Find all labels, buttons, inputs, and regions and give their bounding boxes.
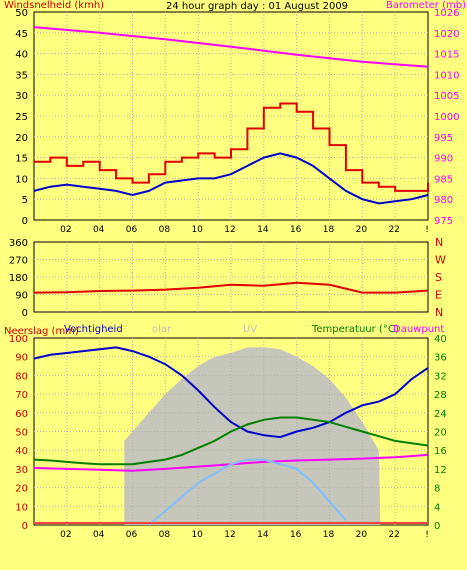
y-left-tick-label: 90 bbox=[15, 353, 28, 364]
legend-label: Temperatuur (°C) bbox=[311, 324, 399, 335]
y-right-tick-label: 36 bbox=[434, 353, 447, 364]
y-left-tick-label: 5 bbox=[22, 195, 28, 206]
y-right-tick-label: 980 bbox=[434, 195, 453, 206]
y-right-tick-label: 8 bbox=[434, 484, 440, 495]
y-left-tick-label: 40 bbox=[15, 446, 28, 457]
y-right-tick-label: 1000 bbox=[434, 112, 459, 123]
x-tick-label-top: 14 bbox=[257, 225, 269, 235]
left-axis-label: Neerslag (mm) bbox=[4, 326, 79, 337]
y-left-tick-label: 100 bbox=[9, 334, 28, 345]
series-line bbox=[33, 416, 429, 466]
x-tick-label-bottom: 14 bbox=[257, 530, 269, 540]
x-tick-label-top: 18 bbox=[323, 225, 335, 235]
x-tick-label-bottom: 12 bbox=[224, 530, 235, 540]
y-left-tick-label: 360 bbox=[9, 238, 28, 249]
y-left-tick-label: 10 bbox=[15, 502, 28, 513]
direction-letter: W bbox=[435, 254, 446, 267]
y-right-tick-label: 1005 bbox=[434, 91, 459, 102]
x-tick-label-bottom: 20 bbox=[356, 530, 368, 540]
y-right-tick-label: 24 bbox=[434, 409, 447, 420]
y-left-tick-label: 10 bbox=[15, 174, 28, 185]
x-tick-label-bottom: 06 bbox=[126, 530, 138, 540]
y-left-tick-label: 30 bbox=[15, 91, 28, 102]
series-line bbox=[33, 26, 429, 68]
x-tick-label-top: 08 bbox=[159, 225, 171, 235]
y-right-tick-label: 40 bbox=[434, 334, 447, 345]
y-right-tick-label: 990 bbox=[434, 154, 453, 165]
y-right-tick-label: 995 bbox=[434, 133, 453, 144]
x-tick-label-bottom: 10 bbox=[191, 530, 203, 540]
x-tick-label-bottom: 18 bbox=[323, 530, 335, 540]
y-left-tick-label: 50 bbox=[15, 428, 28, 439]
y-left-tick-label: 270 bbox=[9, 256, 28, 267]
series-line bbox=[34, 102, 429, 192]
y-right-tick-label: 985 bbox=[434, 174, 453, 185]
x-tick-label-top: 16 bbox=[290, 225, 302, 235]
y-left-tick-label: 40 bbox=[15, 50, 28, 61]
right-axis-label: Barometer (mb) bbox=[386, 0, 466, 11]
x-tick-label-top: 22 bbox=[388, 225, 399, 235]
y-right-tick-label: 1015 bbox=[434, 50, 459, 61]
direction-letter: E bbox=[435, 289, 442, 302]
x-tick-label-bottom: ! bbox=[425, 530, 429, 540]
y-left-tick-label: 20 bbox=[15, 133, 28, 144]
legend-label: UV bbox=[243, 324, 257, 335]
x-tick-label-bottom: 16 bbox=[290, 530, 302, 540]
y-right-tick-label: 12 bbox=[434, 465, 447, 476]
y-left-tick-label: 15 bbox=[15, 154, 28, 165]
chart-title: 24 hour graph day : 01 August 2009 bbox=[166, 1, 348, 12]
y-right-tick-label: 4 bbox=[434, 502, 440, 513]
left-axis-label: Windsnelheid (kmh) bbox=[4, 0, 104, 11]
y-left-tick-label: 35 bbox=[15, 70, 28, 81]
x-tick-label-bottom: 04 bbox=[93, 530, 105, 540]
y-left-tick-label: 30 bbox=[15, 465, 28, 476]
y-left-tick-label: 180 bbox=[9, 273, 28, 284]
x-tick-label-top: 04 bbox=[93, 225, 105, 235]
y-right-tick-label: 16 bbox=[434, 446, 447, 457]
y-left-tick-label: 70 bbox=[15, 390, 28, 401]
legend-label: Dauwpunt bbox=[393, 324, 444, 335]
y-right-tick-label: 975 bbox=[434, 216, 453, 227]
y-right-tick-label: 1020 bbox=[434, 29, 459, 40]
series-line bbox=[148, 458, 347, 526]
x-tick-label-top: 06 bbox=[126, 225, 138, 235]
series-line bbox=[33, 152, 429, 205]
y-left-tick-label: 0 bbox=[22, 521, 28, 532]
x-tick-label-bottom: 22 bbox=[388, 530, 399, 540]
y-right-tick-label: 1026 bbox=[434, 8, 459, 19]
y-left-tick-label: 45 bbox=[15, 29, 28, 40]
y-left-tick-label: 20 bbox=[15, 484, 28, 495]
direction-letter: N bbox=[435, 236, 443, 249]
y-left-tick-label: 90 bbox=[15, 291, 28, 302]
y-left-tick-label: 0 bbox=[22, 308, 28, 319]
y-left-tick-label: 50 bbox=[15, 8, 28, 19]
y-right-tick-label: 32 bbox=[434, 371, 447, 382]
y-right-tick-label: 1010 bbox=[434, 70, 459, 81]
x-tick-label-top: 12 bbox=[224, 225, 235, 235]
series-line bbox=[33, 281, 429, 294]
y-right-tick-label: 0 bbox=[434, 521, 440, 532]
series-line bbox=[33, 346, 429, 439]
series-area bbox=[34, 347, 428, 525]
plot-frame bbox=[33, 241, 429, 313]
x-tick-label-top: 10 bbox=[191, 225, 203, 235]
y-left-tick-label: 0 bbox=[22, 216, 28, 227]
x-tick-label-top: 02 bbox=[60, 225, 71, 235]
legend-label: Vochtigheid bbox=[64, 324, 123, 335]
y-left-tick-label: 80 bbox=[15, 371, 28, 382]
x-tick-label-top: 20 bbox=[356, 225, 368, 235]
direction-letter: S bbox=[435, 271, 442, 284]
x-tick-label-bottom: 08 bbox=[159, 530, 171, 540]
y-right-tick-label: 20 bbox=[434, 428, 447, 439]
y-right-tick-label: 28 bbox=[434, 390, 447, 401]
x-tick-label-bottom: 02 bbox=[60, 530, 71, 540]
x-tick-label-top: ! bbox=[425, 225, 429, 235]
legend-label: olar bbox=[152, 324, 172, 335]
y-left-tick-label: 60 bbox=[15, 409, 28, 420]
y-left-tick-label: 25 bbox=[15, 112, 28, 123]
direction-letter: N bbox=[435, 306, 443, 319]
